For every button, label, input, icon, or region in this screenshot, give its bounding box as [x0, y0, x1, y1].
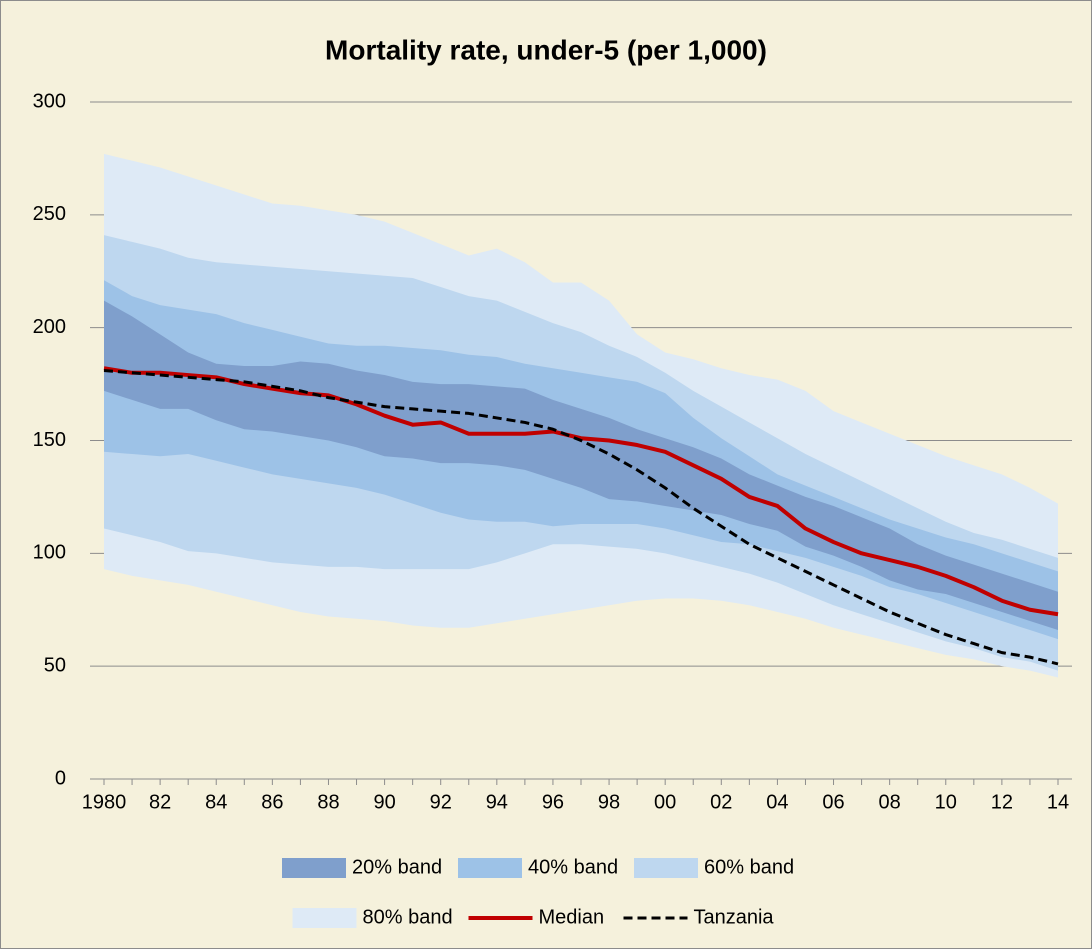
x-tick-label: 84	[205, 791, 227, 813]
band-area	[104, 300, 1058, 631]
chart-title: Mortality rate, under-5 (per 1,000)	[325, 34, 767, 65]
legend-swatch	[634, 858, 698, 878]
y-tick-label: 200	[33, 316, 66, 338]
series-line	[103, 366, 1059, 617]
x-tick-label: 04	[766, 791, 788, 813]
y-tick-label: 0	[55, 767, 66, 789]
x-tick-label: 88	[317, 791, 339, 813]
x-tick-label: 06	[822, 791, 844, 813]
x-tick-label: 12	[991, 791, 1013, 813]
x-tick-label: 92	[430, 791, 452, 813]
legend-label: 60% band	[704, 856, 794, 878]
legend-label: 40% band	[528, 856, 618, 878]
x-tick-label: 08	[879, 791, 901, 813]
y-tick-label: 300	[33, 90, 66, 112]
legend-label: 80% band	[363, 906, 453, 928]
y-tick-label: 50	[44, 654, 66, 676]
x-tick-label: 90	[373, 791, 395, 813]
legend-swatch	[292, 908, 357, 928]
x-tick-label: 82	[149, 791, 171, 813]
x-tick-label: 86	[261, 791, 283, 813]
x-tick-label: 14	[1047, 791, 1069, 813]
y-tick-label: 250	[33, 203, 66, 225]
x-tick-label: 02	[710, 791, 732, 813]
legend-swatch	[282, 858, 346, 878]
x-tick-label: 00	[654, 791, 676, 813]
legend-label: Median	[539, 906, 605, 928]
x-tick-label: 1980	[82, 791, 127, 813]
series-line	[103, 369, 1059, 666]
legend-swatch	[458, 858, 522, 878]
y-tick-label: 150	[33, 429, 66, 451]
legend-label: Tanzania	[694, 906, 775, 928]
legend-label: 20% band	[352, 856, 442, 878]
y-tick-label: 100	[33, 542, 66, 564]
x-tick-label: 96	[542, 791, 564, 813]
x-tick-label: 98	[598, 791, 620, 813]
x-tick-label: 10	[935, 791, 957, 813]
x-tick-label: 94	[486, 791, 508, 813]
